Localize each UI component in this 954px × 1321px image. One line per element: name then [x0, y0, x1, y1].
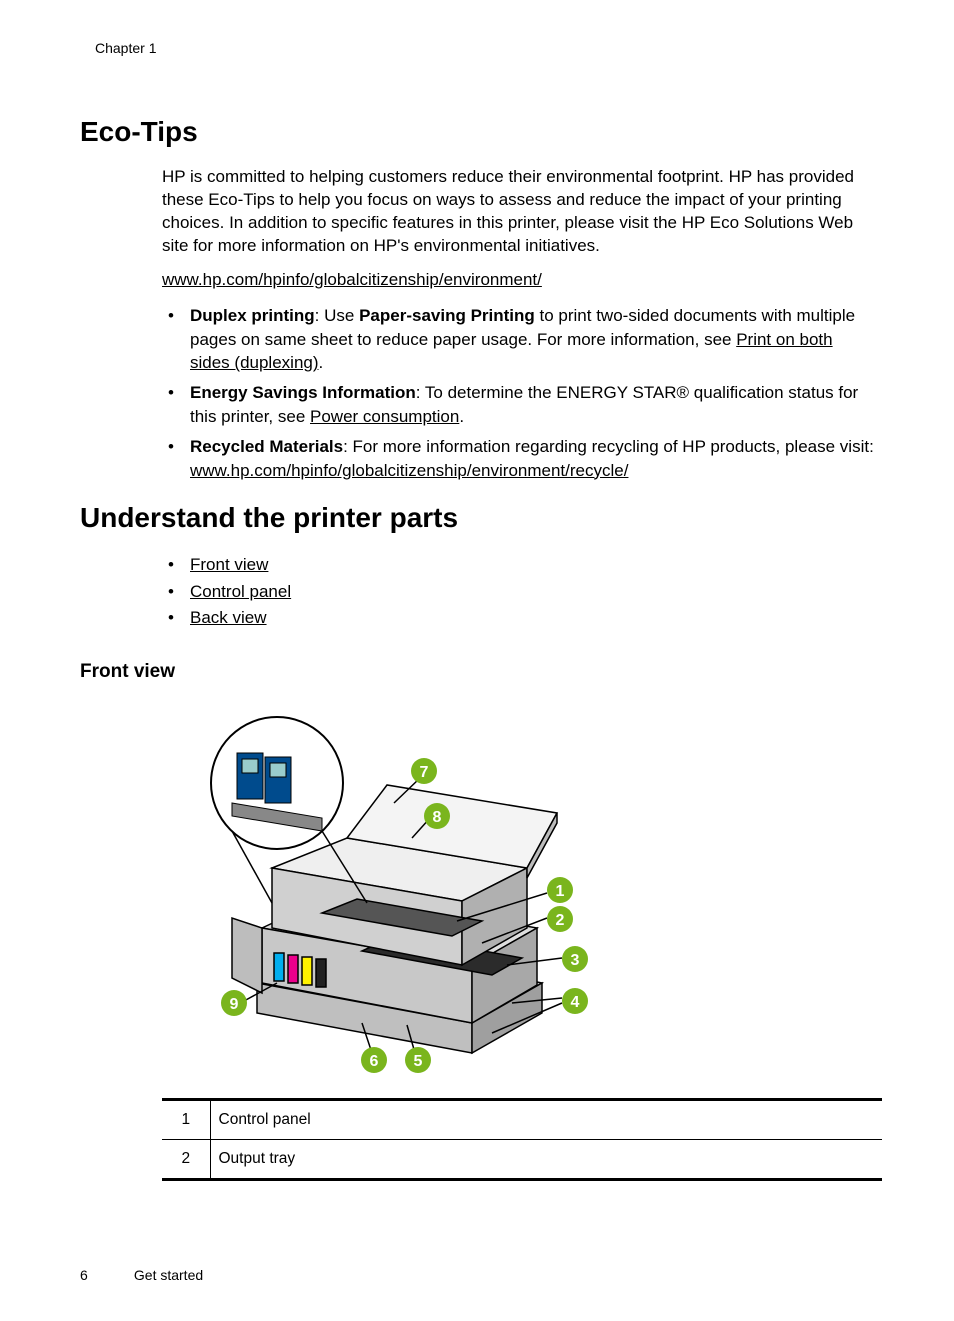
- page-footer: 6 Get started: [80, 1267, 203, 1283]
- svg-text:9: 9: [230, 996, 239, 1013]
- bullet-text: : For more information regarding recycli…: [343, 437, 874, 456]
- printer-diagram: 7 8 1 2 3 4 5 6 9: [162, 703, 874, 1078]
- callout-3-icon: 3: [562, 946, 588, 972]
- part-number: 2: [162, 1140, 210, 1180]
- list-item: Recycled Materials: For more information…: [162, 435, 874, 483]
- bullet-lead: Energy Savings Information: [190, 383, 416, 402]
- callout-9-icon: 9: [221, 990, 247, 1016]
- table-row: 1 Control panel: [162, 1100, 882, 1140]
- svg-text:7: 7: [420, 764, 429, 781]
- power-consumption-link[interactable]: Power consumption: [310, 407, 459, 426]
- callout-4-icon: 4: [562, 988, 588, 1014]
- list-item: Control panel: [162, 579, 874, 605]
- bullet-text: : Use: [315, 306, 359, 325]
- callout-5-icon: 5: [405, 1047, 431, 1073]
- callout-2-icon: 2: [547, 906, 573, 932]
- intro-paragraph: HP is committed to helping customers red…: [162, 166, 874, 258]
- svg-text:3: 3: [571, 952, 580, 969]
- bullet-bold: Paper-saving Printing: [359, 306, 535, 325]
- bullet-lead: Recycled Materials: [190, 437, 343, 456]
- list-item: Back view: [162, 605, 874, 631]
- list-item: Front view: [162, 552, 874, 578]
- parts-nav-list: Front view Control panel Back view: [162, 552, 874, 631]
- page-number: 6: [80, 1267, 130, 1283]
- svg-text:5: 5: [414, 1053, 423, 1070]
- svg-text:4: 4: [571, 994, 580, 1011]
- svg-text:2: 2: [556, 912, 565, 929]
- part-label: Output tray: [210, 1140, 882, 1180]
- table-row: 2 Output tray: [162, 1140, 882, 1180]
- recycle-link[interactable]: www.hp.com/hpinfo/globalcitizenship/envi…: [190, 461, 628, 480]
- section-heading-eco-tips: Eco-Tips: [80, 116, 874, 148]
- svg-text:1: 1: [556, 883, 565, 900]
- chapter-label: Chapter 1: [95, 40, 874, 56]
- control-panel-link[interactable]: Control panel: [190, 582, 291, 601]
- list-item: Duplex printing: Use Paper-saving Printi…: [162, 304, 874, 375]
- list-item: Energy Savings Information: To determine…: [162, 381, 874, 429]
- callout-7-icon: 7: [411, 758, 437, 784]
- eco-tips-list: Duplex printing: Use Paper-saving Printi…: [162, 304, 874, 483]
- svg-text:6: 6: [370, 1053, 379, 1070]
- callout-1-icon: 1: [547, 877, 573, 903]
- part-label: Control panel: [210, 1100, 882, 1140]
- svg-text:8: 8: [433, 809, 442, 826]
- subsection-heading-front-view: Front view: [80, 661, 874, 683]
- bullet-lead: Duplex printing: [190, 306, 315, 325]
- printer-diagram-svg: 7 8 1 2 3 4 5 6 9: [162, 703, 632, 1073]
- eco-solutions-link[interactable]: www.hp.com/hpinfo/globalcitizenship/envi…: [162, 270, 542, 290]
- callout-8-icon: 8: [424, 803, 450, 829]
- bullet-tail: .: [459, 407, 464, 426]
- footer-section-name: Get started: [134, 1267, 203, 1283]
- front-view-link[interactable]: Front view: [190, 555, 268, 574]
- callout-6-icon: 6: [361, 1047, 387, 1073]
- back-view-link[interactable]: Back view: [190, 608, 267, 627]
- parts-table: 1 Control panel 2 Output tray: [162, 1098, 882, 1181]
- part-number: 1: [162, 1100, 210, 1140]
- bullet-tail: .: [319, 353, 324, 372]
- section-heading-printer-parts: Understand the printer parts: [80, 502, 874, 534]
